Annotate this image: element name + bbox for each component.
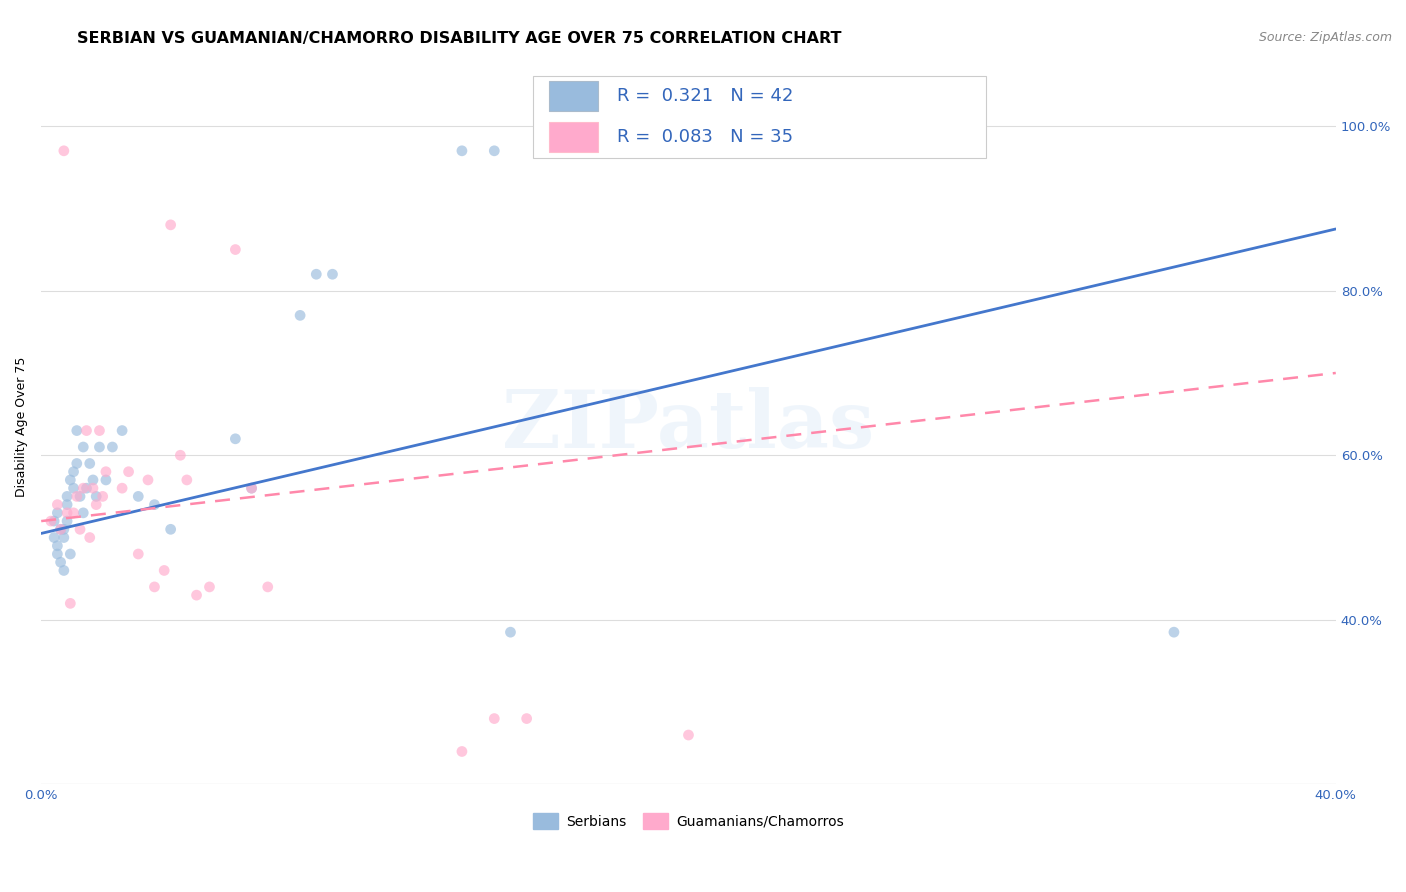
Point [62, 506, 84, 520]
Text: SERBIAN VS GUAMANIAN/CHAMORRO DISABILITY AGE OVER 75 CORRELATION CHART: SERBIAN VS GUAMANIAN/CHAMORRO DISABILITY… [77, 31, 842, 46]
Point [76, 424, 98, 438]
Point [111, 481, 134, 495]
Point [46, 506, 69, 520]
Point [678, 728, 700, 742]
Point [94, 465, 117, 479]
Point [49, 522, 72, 536]
Point [321, 267, 343, 281]
Y-axis label: Disability Age Over 75: Disability Age Over 75 [15, 356, 28, 497]
Point [59, 596, 82, 610]
Point [159, 522, 181, 536]
Point [79, 531, 101, 545]
Point [451, 144, 474, 158]
Point [52, 564, 75, 578]
Point [52, 522, 75, 536]
Point [59, 473, 82, 487]
Point [224, 432, 246, 446]
Point [66, 457, 89, 471]
FancyBboxPatch shape [533, 76, 986, 158]
Point [94, 473, 117, 487]
Text: R =  0.083   N = 35: R = 0.083 N = 35 [617, 128, 793, 146]
Point [46, 539, 69, 553]
Point [46, 498, 69, 512]
FancyBboxPatch shape [548, 81, 598, 112]
Point [143, 580, 166, 594]
Point [256, 580, 278, 594]
FancyBboxPatch shape [548, 122, 598, 153]
Point [1163, 625, 1185, 640]
Point [44, 514, 66, 528]
Point [56, 506, 79, 520]
Point [153, 564, 176, 578]
Point [305, 267, 328, 281]
Point [240, 481, 263, 495]
Point [127, 547, 149, 561]
Point [79, 457, 101, 471]
Point [72, 506, 94, 520]
Point [52, 531, 75, 545]
Point [224, 243, 246, 257]
Point [69, 522, 91, 536]
Point [72, 481, 94, 495]
Point [91, 490, 114, 504]
Text: ZIPatlas: ZIPatlas [502, 387, 875, 466]
Point [484, 712, 506, 726]
Point [516, 712, 538, 726]
Point [176, 473, 198, 487]
Point [56, 498, 79, 512]
Point [198, 580, 221, 594]
Point [82, 473, 104, 487]
Point [39, 514, 62, 528]
Point [84, 498, 107, 512]
Point [76, 481, 98, 495]
Point [59, 547, 82, 561]
Point [56, 514, 79, 528]
Point [499, 625, 522, 640]
Point [46, 547, 69, 561]
Point [84, 490, 107, 504]
Text: Source: ZipAtlas.com: Source: ZipAtlas.com [1258, 31, 1392, 45]
Point [72, 440, 94, 454]
Point [66, 424, 89, 438]
Point [186, 588, 208, 602]
Point [69, 490, 91, 504]
Point [56, 490, 79, 504]
Point [143, 498, 166, 512]
Point [62, 465, 84, 479]
Point [240, 481, 263, 495]
Point [49, 555, 72, 569]
Point [484, 144, 506, 158]
Point [117, 465, 139, 479]
Point [49, 522, 72, 536]
Legend: Serbians, Guamanians/Chamorros: Serbians, Guamanians/Chamorros [527, 807, 849, 835]
Point [82, 481, 104, 495]
Text: R =  0.321   N = 42: R = 0.321 N = 42 [617, 87, 793, 105]
Point [52, 144, 75, 158]
Point [169, 448, 191, 462]
Point [44, 531, 66, 545]
Point [66, 490, 89, 504]
Point [89, 440, 111, 454]
Point [101, 440, 124, 454]
Point [89, 424, 111, 438]
Point [288, 309, 311, 323]
Point [451, 744, 474, 758]
Point [62, 481, 84, 495]
Point [127, 490, 149, 504]
Point [111, 424, 134, 438]
Point [136, 473, 159, 487]
Point [159, 218, 181, 232]
